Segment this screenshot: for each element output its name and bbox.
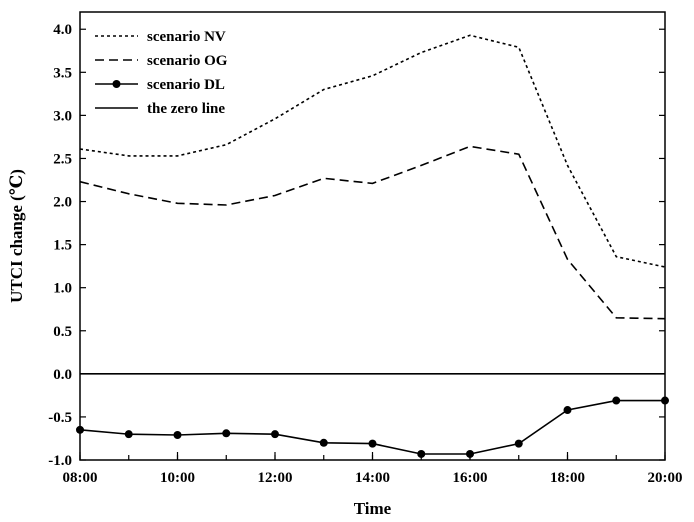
y-tick-label: 2.5 <box>53 151 72 167</box>
data-point-marker <box>319 438 328 447</box>
series-line-scenario-og <box>79 145 666 320</box>
y-tick-label: 2.0 <box>53 195 72 211</box>
y-tick-label: -0.5 <box>48 410 72 426</box>
x-tick-label: 12:00 <box>258 470 293 486</box>
x-tick-label: 08:00 <box>63 470 98 486</box>
data-point-marker <box>514 439 523 448</box>
legend-label: scenario NV <box>147 29 226 45</box>
legend-label: scenario OG <box>147 53 228 69</box>
legend-label: scenario DL <box>147 77 225 93</box>
y-axis-title: UTCI change (℃) <box>7 169 26 303</box>
data-point-marker <box>124 430 133 439</box>
x-axis: 08:00 10:00 12:00 14:00 16:00 18:00 20:00 <box>63 452 683 486</box>
data-point-marker <box>563 406 572 415</box>
x-tick-label: 14:00 <box>355 470 390 486</box>
legend-label: the zero line <box>147 101 225 117</box>
legend: scenario NV scenario OG scenario DL the zer… <box>95 29 228 117</box>
x-tick-label: 18:00 <box>550 470 585 486</box>
y-tick-label: 4.0 <box>53 22 72 38</box>
data-point-marker <box>173 431 182 440</box>
data-point-marker <box>612 396 621 405</box>
y-tick-label: 3.0 <box>53 108 72 124</box>
series-line-scenario-nv <box>79 34 666 268</box>
y-tick-label: 1.0 <box>53 281 72 297</box>
x-tick-label: 10:00 <box>160 470 195 486</box>
data-point-marker <box>222 429 231 438</box>
data-point-marker <box>417 449 426 458</box>
y-axis: 4.0 3.5 3.0 2.5 2.0 1.5 1.0 0.5 0.0 -0.5 -1.0 <box>48 22 665 469</box>
y-tick-label: -1.0 <box>48 453 72 469</box>
x-tick-label: 20:00 <box>648 470 683 486</box>
data-point-marker <box>76 425 84 434</box>
data-point-marker <box>271 430 279 439</box>
x-axis-title: Time <box>354 499 392 518</box>
y-tick-label: 0.5 <box>53 324 72 340</box>
x-tick-label: 16:00 <box>453 470 488 486</box>
y-tick-label: 3.5 <box>53 65 72 81</box>
data-point-marker <box>368 439 377 448</box>
series-layer <box>76 34 669 458</box>
y-tick-label: 0.0 <box>53 367 72 383</box>
data-point-marker <box>661 396 669 405</box>
legend-marker <box>112 80 121 88</box>
y-tick-label: 1.5 <box>53 238 72 254</box>
